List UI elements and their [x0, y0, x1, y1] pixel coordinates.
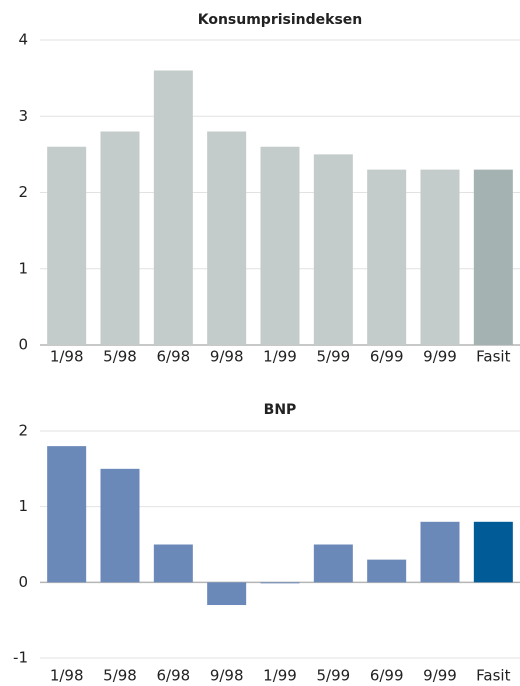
x-tick-label: 1/98	[50, 667, 84, 685]
y-tick-label: 1	[18, 497, 28, 515]
y-tick-label: 3	[18, 107, 28, 125]
y-tick-label: 0	[18, 573, 28, 591]
x-tick-label: 1/99	[263, 348, 297, 366]
bar	[153, 70, 193, 345]
bar	[47, 146, 87, 345]
bar	[313, 154, 353, 345]
x-tick-label: 5/98	[103, 667, 137, 685]
bar	[47, 446, 87, 583]
y-tick-label: -1	[13, 649, 28, 667]
x-tick-label: 5/98	[103, 348, 137, 366]
bar	[473, 169, 513, 345]
x-tick-label: 6/99	[370, 667, 404, 685]
bar	[260, 146, 300, 345]
y-tick-label: 2	[18, 422, 28, 440]
x-tick-label: 1/99	[263, 667, 297, 685]
bar	[473, 521, 513, 583]
bar	[367, 559, 407, 583]
y-tick-label: 0	[18, 336, 28, 354]
bar	[100, 468, 140, 583]
bar	[420, 169, 460, 345]
bar	[207, 582, 247, 606]
y-tick-label: 1	[18, 259, 28, 277]
bar	[207, 131, 247, 345]
bar	[420, 521, 460, 583]
x-tick-label: 6/98	[156, 348, 190, 366]
y-tick-label: 2	[18, 183, 28, 201]
x-tick-label: 6/99	[370, 348, 404, 366]
x-tick-label: 9/98	[210, 348, 244, 366]
bar	[313, 544, 353, 583]
x-tick-label: 6/98	[156, 667, 190, 685]
bar	[367, 169, 407, 345]
x-tick-label: 9/99	[423, 667, 457, 685]
x-tick-label: 9/99	[423, 348, 457, 366]
x-tick-label: 5/99	[316, 348, 350, 366]
x-tick-label: 5/99	[316, 667, 350, 685]
bar	[260, 582, 300, 584]
x-tick-label: Fasit	[476, 667, 510, 685]
chart-title: Konsumprisindeksen	[198, 12, 363, 28]
x-tick-label: 9/98	[210, 667, 244, 685]
y-tick-label: 4	[18, 31, 28, 49]
bar	[100, 131, 140, 345]
x-tick-label: 1/98	[50, 348, 84, 366]
bar	[153, 544, 193, 583]
chart-title: BNP	[264, 402, 297, 418]
x-tick-label: Fasit	[476, 348, 510, 366]
